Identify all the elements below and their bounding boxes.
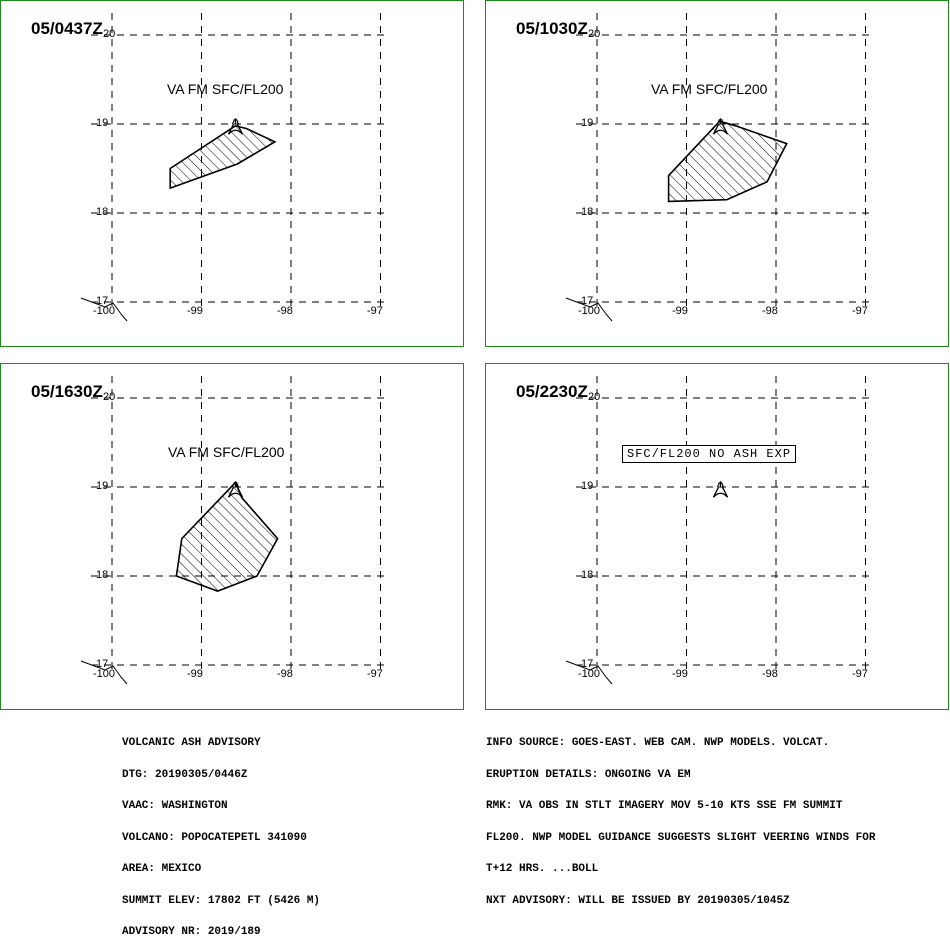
advisory-line: VOLCANO: POPOCATEPETL 341090: [122, 831, 307, 844]
lon-tick-98: -98: [277, 668, 293, 680]
lon-tick-98: -98: [762, 305, 778, 317]
lat-tick-19: 19: [96, 117, 109, 129]
no-ash-label: SFC/FL200 NO ASH EXP: [622, 445, 797, 463]
coastline: [565, 660, 613, 685]
lat-tick-19: 19: [581, 117, 594, 129]
lon-tick-100: -100: [93, 668, 116, 680]
lon-tick-99: -99: [187, 668, 203, 680]
advisory-line: T+12 HRS. ...BOLL: [486, 863, 599, 875]
map-panel-1: 05/0437Z 20 VA FM SFC/FL200 19 18 17 -10…: [0, 0, 464, 347]
panel-time-label: 05/1630Z: [31, 382, 103, 401]
lat-tick-17: 17: [581, 658, 594, 670]
ash-layer-label: VA FM SFC/FL200: [168, 444, 285, 460]
advisory-line: FL200. NWP MODEL GUIDANCE SUGGESTS SLIGH…: [486, 831, 876, 844]
lon-tick-98: -98: [277, 305, 293, 317]
advisory-line: DTG: 20190305/0446Z: [122, 768, 248, 781]
lat-tick-19: 19: [581, 480, 594, 492]
panel-time-label: 05/0437Z: [31, 19, 103, 38]
advisory-line: VOLCANIC ASH ADVISORY: [122, 737, 261, 749]
ash-layer-label: VA FM SFC/FL200: [651, 81, 768, 97]
lat-tick-17: 17: [96, 295, 109, 307]
lon-tick-97: -97: [852, 305, 868, 317]
lat-tick-top: 20: [588, 28, 601, 40]
map-panel-3: 05/1630Z 20 VA FM SFC/FL200 19 18 17 -10…: [0, 363, 464, 710]
lat-tick-top: 20: [103, 391, 116, 403]
ash-cloud-polygon: [175, 481, 279, 592]
map-plot-4: [565, 376, 871, 685]
ash-layer-label: VA FM SFC/FL200: [167, 81, 284, 97]
lon-tick-97: -97: [367, 305, 383, 317]
lat-tick-18: 18: [96, 206, 109, 218]
map-panel-2: 05/1030Z 20 VA FM SFC/FL200 19 18 17 -10…: [485, 0, 949, 347]
lat-tick-18: 18: [581, 206, 594, 218]
volcano-icon: [712, 481, 729, 498]
panel-time-label: 05/1030Z: [516, 19, 588, 38]
advisory-line: ERUPTION DETAILS: ONGOING VA EM: [486, 768, 691, 781]
map-plot-2: [565, 13, 871, 322]
lon-tick-99: -99: [672, 305, 688, 317]
lon-tick-99: -99: [672, 668, 688, 680]
lon-tick-100: -100: [93, 305, 116, 317]
advisory-header-right: INFO SOURCE: GOES-EAST. WEB CAM. NWP MOD…: [486, 717, 875, 917]
advisory-header-left: VOLCANIC ASH ADVISORY DTG: 20190305/0446…: [122, 717, 320, 948]
lat-tick-top: 20: [588, 391, 601, 403]
lat-tick-17: 17: [581, 295, 594, 307]
lon-tick-97: -97: [367, 668, 383, 680]
ash-cloud-polygon: [169, 124, 277, 190]
lon-tick-97: -97: [852, 668, 868, 680]
advisory-line: ADVISORY NR: 2019/189: [122, 926, 261, 938]
volcano-icon: [227, 118, 244, 135]
coastline: [565, 297, 613, 322]
volcano-icon: [227, 481, 244, 498]
lat-tick-18: 18: [581, 569, 594, 581]
lat-tick-top: 20: [103, 28, 116, 40]
lat-tick-18: 18: [96, 569, 109, 581]
advisory-line: NXT ADVISORY: WILL BE ISSUED BY 20190305…: [486, 894, 790, 907]
advisory-line: RMK: VA OBS IN STLT IMAGERY MOV 5-10 KTS…: [486, 800, 843, 812]
lon-tick-100: -100: [578, 305, 601, 317]
coastline: [80, 297, 128, 322]
advisory-line: SUMMIT ELEV: 17802 FT (5426 M): [122, 894, 321, 907]
coastline: [80, 660, 128, 685]
lat-tick-17: 17: [96, 658, 109, 670]
lon-tick-100: -100: [578, 668, 601, 680]
lat-tick-19: 19: [96, 480, 109, 492]
lon-tick-98: -98: [762, 668, 778, 680]
map-panel-4: 05/2230Z 20 SFC/FL200 NO ASH EXP 19 18 1…: [485, 363, 949, 710]
map-plot-3: [80, 376, 386, 685]
advisory-line: VAAC: WASHINGTON: [122, 800, 228, 812]
panel-time-label: 05/2230Z: [516, 382, 588, 401]
map-plot-1: [80, 13, 386, 322]
lon-tick-99: -99: [187, 305, 203, 317]
advisory-line: INFO SOURCE: GOES-EAST. WEB CAM. NWP MOD…: [486, 737, 830, 749]
advisory-line: AREA: MEXICO: [122, 863, 202, 875]
